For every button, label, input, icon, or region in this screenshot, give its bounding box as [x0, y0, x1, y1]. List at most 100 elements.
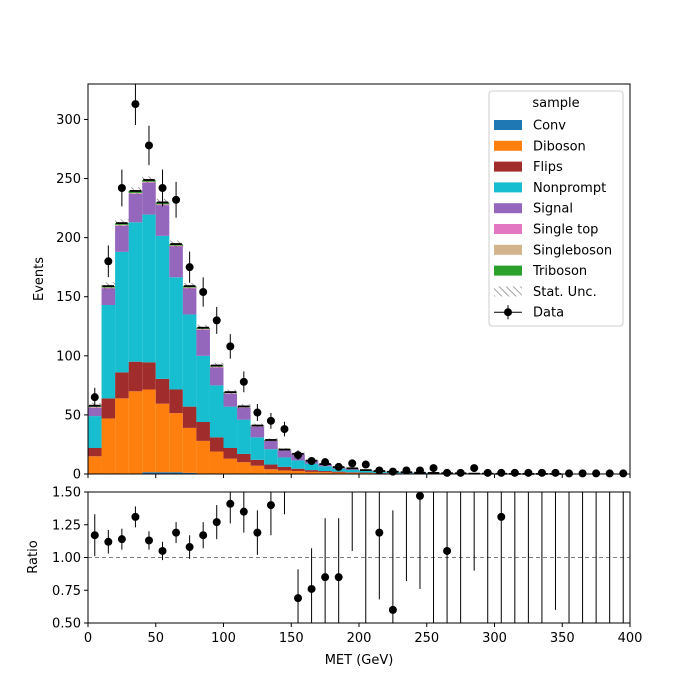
bar	[304, 471, 319, 474]
legend-entry: Data	[494, 305, 564, 321]
bar	[182, 314, 197, 407]
bar	[304, 470, 319, 472]
bar	[128, 391, 143, 474]
bar	[318, 466, 332, 472]
x-axis-label: MET (GeV)	[325, 653, 394, 668]
data-point	[253, 408, 262, 417]
data-point	[402, 466, 411, 475]
y-tick-label: 100	[56, 349, 81, 364]
ratio-point	[294, 594, 303, 603]
ratio-point	[104, 537, 113, 546]
bar	[237, 453, 251, 463]
legend-swatch	[494, 244, 522, 255]
legend: sample Conv Diboson Flips Nonprompt Signal Si…	[488, 90, 624, 327]
x-tick-label: 200	[347, 631, 372, 646]
ratio-point	[172, 528, 181, 537]
x-tick-label: 50	[147, 631, 164, 646]
bar	[115, 372, 129, 399]
bar	[101, 288, 116, 305]
bar	[196, 440, 210, 474]
ratio-point	[415, 491, 424, 500]
data-point	[510, 468, 519, 477]
data-point	[104, 257, 113, 266]
legend-marker	[504, 308, 512, 317]
data-point	[565, 469, 574, 478]
bar	[196, 329, 210, 356]
data-point	[443, 468, 452, 477]
series-conv	[142, 472, 197, 474]
legend-entry: Stat. Unc.	[494, 285, 597, 300]
bar	[101, 305, 116, 399]
bar	[169, 413, 183, 473]
bar	[318, 471, 332, 473]
data-point	[415, 466, 424, 475]
legend-swatch	[494, 140, 522, 151]
ratio-point	[253, 528, 262, 537]
data-point	[551, 468, 560, 477]
ratio-point	[497, 512, 506, 521]
bar	[345, 468, 359, 470]
bar	[359, 470, 373, 473]
bar	[277, 450, 292, 458]
legend-label: Single top	[533, 223, 598, 238]
data-point	[619, 469, 628, 478]
bar	[155, 403, 170, 473]
bar	[277, 466, 292, 471]
bar	[169, 277, 183, 390]
series-flips	[88, 361, 454, 474]
bar	[345, 472, 359, 474]
bar	[169, 472, 183, 474]
legend-swatch	[494, 224, 522, 234]
bar	[237, 462, 251, 474]
bar	[196, 422, 210, 441]
legend-label: Nonprompt	[533, 181, 606, 196]
bar	[264, 464, 278, 470]
data-point	[266, 416, 275, 425]
data-point	[470, 464, 479, 473]
bar	[142, 182, 156, 215]
bar	[331, 472, 346, 474]
bar	[291, 460, 305, 469]
x-tick-label: 100	[211, 631, 236, 646]
ratio-point	[321, 573, 330, 582]
legend-swatch	[494, 203, 522, 214]
ratio-point	[131, 512, 140, 521]
bar	[115, 225, 129, 252]
legend-entry: Triboson	[494, 264, 587, 279]
data-point	[239, 377, 248, 386]
data-point	[321, 458, 330, 467]
legend-entry: Single top	[494, 223, 598, 238]
bar	[209, 385, 224, 438]
bar	[142, 362, 156, 390]
bar	[250, 426, 265, 438]
bar	[345, 472, 359, 473]
bar	[115, 398, 129, 474]
ratio-point	[212, 518, 221, 527]
bar	[128, 222, 143, 362]
legend-swatch	[494, 286, 522, 297]
data-point	[307, 457, 316, 465]
legend-entry: Nonprompt	[494, 181, 606, 196]
data-point	[212, 316, 221, 325]
bar	[209, 437, 224, 452]
ratio-point	[199, 531, 208, 540]
x-tick-label: 0	[84, 631, 92, 646]
legend-label: Signal	[533, 202, 573, 217]
bar	[88, 407, 102, 417]
x-tick-label: 350	[550, 631, 575, 646]
bar	[128, 361, 143, 392]
x-tick-label: 250	[414, 631, 439, 646]
ratio-y-tick-label: 1.25	[52, 518, 81, 533]
data-point	[348, 459, 357, 468]
legend-label: Conv	[533, 119, 566, 134]
x-tick-label: 400	[618, 631, 643, 646]
legend-swatch	[494, 161, 522, 172]
legend-items: Conv Diboson Flips Nonprompt Signal Single to…	[494, 119, 612, 321]
data-point	[226, 342, 235, 351]
bar	[101, 418, 116, 474]
legend-swatch	[494, 265, 522, 276]
ratio-point	[226, 499, 235, 508]
series-signal	[88, 182, 468, 474]
data-point	[185, 263, 194, 272]
